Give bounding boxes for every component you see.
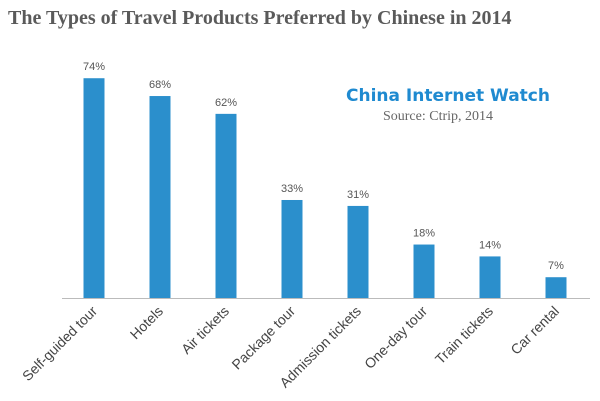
bar [545,277,567,298]
value-label: 18% [413,228,435,240]
x-tick-label: Package tour [228,303,298,373]
value-label: 62% [215,97,237,109]
value-label: 7% [548,260,564,272]
bar [149,96,171,298]
bar [479,256,501,298]
source: Source: Ctrip, 2014 [383,109,493,124]
value-label: 68% [149,79,171,91]
x-tick-label: One-day tour [361,303,430,372]
bar [413,244,435,298]
value-label: 33% [281,183,303,195]
value-label: 31% [347,189,369,201]
x-tick-label: Car rental [507,303,562,358]
watermark: China Internet Watch [346,86,550,106]
x-tick-label: Train tickets [432,303,496,367]
x-tick-label: Self-guided tour [19,303,100,384]
value-label: 14% [479,239,501,251]
bar [347,205,369,298]
bar [281,199,303,298]
value-label: 74% [83,61,105,73]
chart-title: The Types of Travel Products Preferred b… [8,7,512,29]
x-tick-label: Hotels [127,303,166,342]
bar [83,78,105,298]
x-tick-label: Air tickets [178,303,232,357]
bar [215,113,237,298]
